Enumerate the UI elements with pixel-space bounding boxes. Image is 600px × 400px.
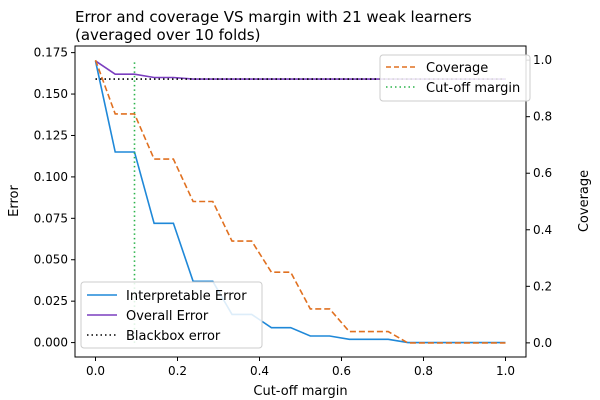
- legend-label-interpretable-error: Interpretable Error: [126, 289, 247, 304]
- x-tick-label: 0.2: [168, 364, 187, 378]
- x-tick-label: 0.6: [332, 364, 351, 378]
- y-left-tick-label: 0.075: [34, 211, 68, 225]
- y-right-tick-label: 0.4: [533, 223, 552, 237]
- series-line-coverage: [94, 59, 506, 344]
- legend-label-blackbox-error: Blackbox error: [126, 329, 221, 344]
- y-axis-label-left: Error: [7, 185, 22, 217]
- chart-title-line-1: Error and coverage VS margin with 21 wea…: [75, 8, 472, 26]
- y-axis-label-right: Coverage: [577, 170, 592, 232]
- x-tick-label: 1.0: [496, 364, 515, 378]
- legend-label-cut-off-margin: Cut-off margin: [426, 81, 520, 96]
- y-right-tick-label: 0.8: [533, 110, 552, 124]
- y-left-tick-label: 0.125: [34, 128, 68, 142]
- x-tick-label: 0.8: [414, 364, 433, 378]
- legend-right-box: [379, 54, 531, 102]
- y-axis-right: 0.0 0.2 0.4 0.6 0.8 1.0: [526, 53, 552, 350]
- legend-label-coverage: Coverage: [426, 61, 488, 76]
- legend-label-overall-error: Overall Error: [126, 309, 209, 324]
- legend-left-box: [80, 281, 263, 349]
- y-left-tick-label: 0.100: [34, 170, 68, 184]
- y-left-tick-label: 0.175: [34, 46, 68, 60]
- x-axis: 0.0 0.2 0.4 0.6 0.8 1.0: [86, 357, 515, 378]
- y-left-tick-label: 0.150: [34, 87, 68, 101]
- y-right-tick-label: 0.0: [533, 336, 552, 350]
- x-tick-label: 0.0: [86, 364, 105, 378]
- x-axis-label: Cut-off margin: [253, 384, 347, 399]
- x-tick-label: 0.4: [250, 364, 269, 378]
- legend-right: Coverage Cut-off margin: [379, 54, 531, 102]
- y-right-tick-label: 1.0: [533, 53, 552, 67]
- y-right-tick-label: 0.6: [533, 166, 552, 180]
- y-left-tick-label: 0.025: [34, 294, 68, 308]
- chart-title-line-2: (averaged over 10 folds): [75, 26, 260, 44]
- y-right-tick-label: 0.2: [533, 279, 552, 293]
- plot-frame: [74, 45, 527, 358]
- y-left-tick-label: 0.000: [34, 336, 68, 350]
- y-axis-left: 0.000 0.025 0.050 0.075 0.100 0.125 0.150 0.175: [34, 46, 75, 350]
- legend-left: Interpretable Error Overall Error Blackb…: [80, 281, 263, 349]
- y-left-tick-label: 0.050: [34, 253, 68, 267]
